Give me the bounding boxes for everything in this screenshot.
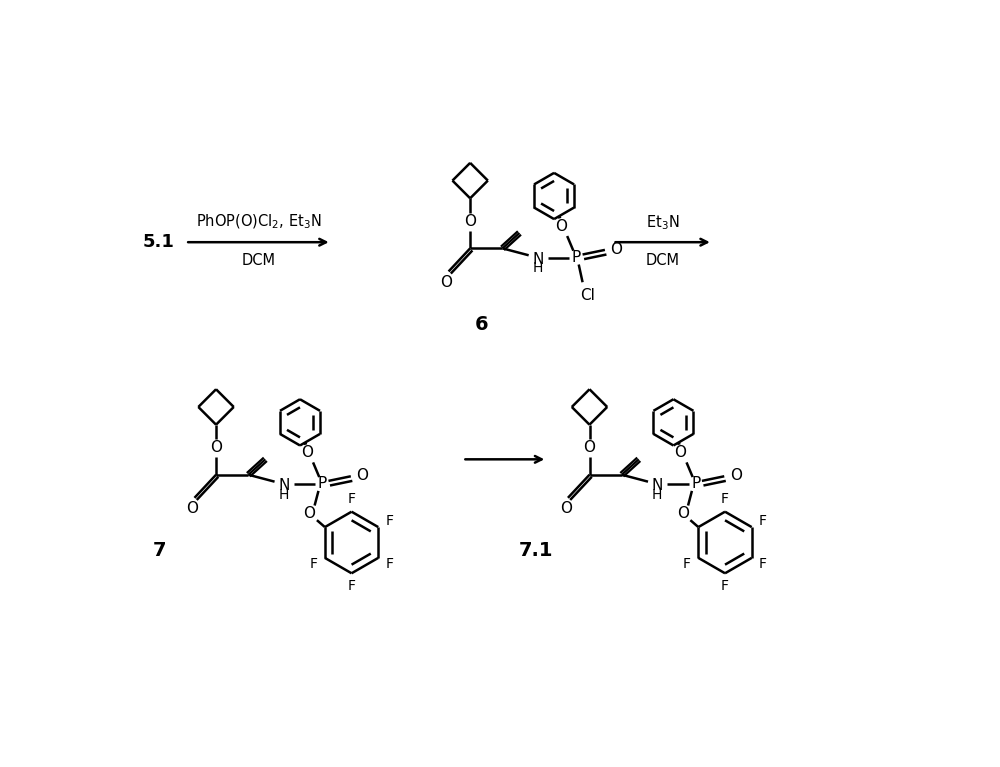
Text: O: O	[301, 445, 313, 460]
Text: O: O	[210, 440, 222, 456]
Text: P: P	[318, 476, 327, 492]
Text: O: O	[186, 501, 198, 516]
Text: Cl: Cl	[581, 288, 595, 303]
Text: H: H	[652, 488, 662, 502]
Text: O: O	[730, 468, 742, 483]
Text: O: O	[464, 214, 476, 229]
Text: F: F	[683, 558, 691, 571]
Text: 7: 7	[153, 541, 167, 560]
Text: O: O	[440, 275, 452, 290]
Text: O: O	[555, 219, 567, 233]
Text: DCM: DCM	[646, 253, 680, 268]
Text: PhOP(O)Cl$_2$, Et$_3$N: PhOP(O)Cl$_2$, Et$_3$N	[196, 213, 321, 232]
Text: Et$_3$N: Et$_3$N	[646, 212, 679, 232]
Text: 5.1: 5.1	[142, 233, 174, 251]
Text: N: N	[652, 478, 663, 493]
Text: P: P	[572, 250, 581, 265]
Text: O: O	[584, 440, 596, 456]
Text: O: O	[674, 445, 686, 460]
Text: F: F	[310, 558, 318, 571]
Text: O: O	[356, 468, 368, 483]
Text: N: N	[532, 252, 544, 267]
Text: O: O	[677, 505, 689, 521]
Text: 6: 6	[475, 315, 489, 334]
Text: 7.1: 7.1	[518, 541, 553, 560]
Text: F: F	[386, 514, 394, 528]
Text: F: F	[721, 579, 729, 594]
Text: F: F	[759, 514, 767, 528]
Text: H: H	[533, 262, 543, 275]
Text: F: F	[386, 558, 394, 571]
Text: P: P	[691, 476, 700, 492]
Text: N: N	[278, 478, 289, 493]
Text: F: F	[759, 558, 767, 571]
Text: DCM: DCM	[241, 253, 275, 268]
Text: O: O	[560, 501, 572, 516]
Text: O: O	[303, 505, 315, 521]
Text: F: F	[348, 492, 356, 505]
Text: F: F	[348, 579, 356, 594]
Text: O: O	[610, 242, 622, 257]
Text: H: H	[279, 488, 289, 502]
Text: F: F	[721, 492, 729, 505]
